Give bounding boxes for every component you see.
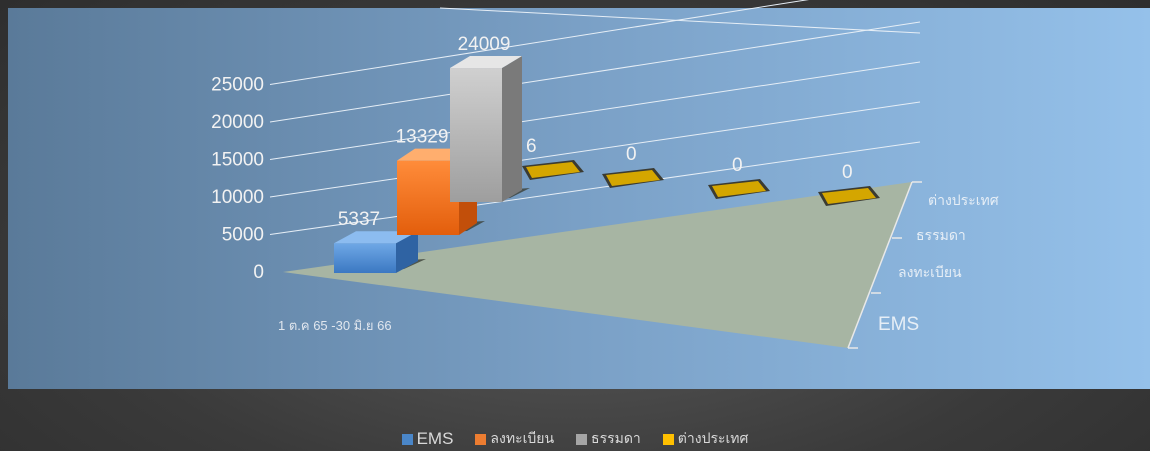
value-label: 0 [842, 162, 853, 183]
chart-floor [283, 182, 912, 348]
value-label: 0 [732, 155, 743, 176]
bar-international-1 [606, 170, 660, 186]
depth-axis-labels: EMS ลงทะเบียน ธรรมดา ต่างประเทศ [878, 192, 999, 335]
gridline [269, 61, 921, 160]
bar-side-2 [502, 56, 522, 202]
legend-item-international: ต่างประเทศ [662, 428, 749, 450]
legend-swatch-ems [401, 433, 413, 445]
bars [334, 56, 880, 273]
legend-label-ordinary: ธรรมดา [591, 430, 641, 446]
y-tick-label: 25000 [211, 75, 264, 96]
value-label: 24009 [458, 34, 511, 55]
depth-axis-label: ธรรมดา [916, 227, 966, 243]
bar-2 [450, 68, 502, 202]
legend-item-registered: ลงทะเบียน [475, 428, 554, 450]
y-tick-label: 0 [253, 262, 264, 283]
y-tick-label: 15000 [211, 150, 264, 171]
bar-international-3 [822, 188, 876, 204]
legend-item-ems: EMS [401, 429, 454, 449]
legend: EMS ลงทะเบียน ธรรมดา ต่างประเทศ [0, 428, 1150, 450]
value-labels: 5337 13329 24009 6 0 0 0 [338, 34, 853, 230]
bar-0 [334, 243, 396, 273]
bar-1 [397, 160, 459, 235]
category-label: 1 ต.ค 65 -30 มิ.ย 66 [278, 318, 392, 333]
depth-axis-label: ต่างประเทศ [928, 192, 999, 208]
value-label: 0 [626, 144, 637, 165]
depth-axis-label: EMS [878, 314, 919, 335]
gridline [439, 7, 921, 34]
depth-axis-line [847, 181, 913, 349]
depth-axis-label: ลงทะเบียน [898, 264, 962, 280]
gridline [269, 0, 810, 85]
bar-top-2 [450, 56, 522, 69]
y-tick-label: 20000 [211, 112, 264, 133]
bar-international-0 [526, 162, 580, 178]
legend-swatch-registered [475, 433, 487, 445]
bar-side-0 [396, 231, 418, 273]
gridline [269, 101, 921, 198]
gridline [269, 141, 921, 235]
legend-item-ordinary: ธรรมดา [576, 428, 641, 450]
legend-label-ems: EMS [416, 429, 454, 448]
value-label: 5337 [338, 209, 380, 230]
y-tick-label: 10000 [211, 187, 264, 208]
legend-swatch-international [662, 433, 674, 445]
value-label: 13329 [396, 127, 449, 148]
y-axis-ticks: 0 5000 10000 15000 20000 25000 [211, 75, 264, 284]
legend-label-registered: ลงทะเบียน [490, 430, 555, 446]
legend-label-international: ต่างประเทศ [677, 430, 749, 446]
bar-international-2 [712, 181, 766, 197]
plot-area [8, 8, 1150, 389]
y-tick-label: 5000 [222, 225, 264, 246]
value-label: 6 [526, 136, 537, 157]
gridlines [269, 0, 921, 235]
legend-swatch-ordinary [576, 433, 588, 445]
gridline [269, 21, 921, 123]
